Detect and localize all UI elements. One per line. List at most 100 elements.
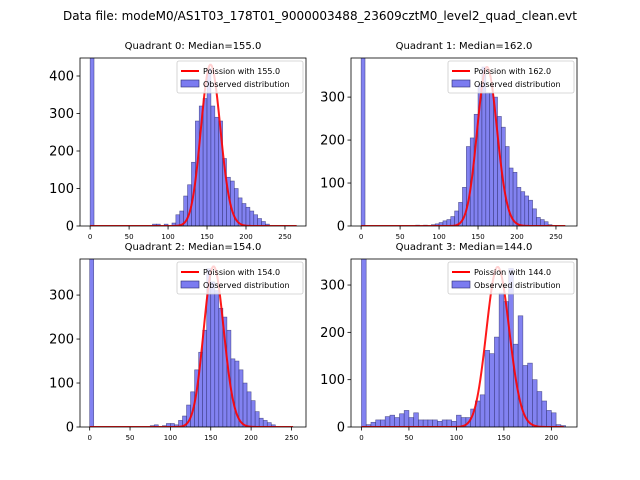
xtick-label: 100	[161, 233, 174, 241]
xtick-label: 0	[87, 434, 91, 442]
histogram-bar	[384, 416, 391, 427]
ytick-label: 100	[320, 373, 345, 388]
histogram-bar	[466, 146, 471, 226]
histogram-bar	[536, 217, 541, 226]
histogram-bar	[394, 417, 400, 427]
histogram-bar	[489, 353, 495, 427]
legend: Poission with 144.0 Observed distribution	[447, 261, 575, 295]
panel-quadrant-3: Quadrant 3: Median=144.0 0 100 200 300 0 50 100…	[320, 242, 578, 442]
histogram-bar	[89, 259, 95, 427]
xtick-label: 250	[285, 434, 298, 442]
ytick-label: 100	[49, 182, 74, 197]
histogram-bar	[489, 92, 494, 226]
ytick-label: 300	[320, 279, 345, 294]
histogram-bar	[532, 208, 537, 226]
ytick-label: 0	[66, 220, 74, 235]
legend-bar-swatch	[451, 280, 471, 289]
histogram-bar	[494, 336, 500, 427]
xtick-label: 50	[404, 434, 413, 442]
xtick-label: 200	[545, 434, 558, 442]
xtick-label: 0	[359, 233, 363, 241]
histogram-bar	[403, 410, 410, 427]
ytick-label: 0	[337, 421, 345, 436]
xtick-label: 100	[432, 233, 445, 241]
poisson-curve	[361, 266, 564, 427]
histogram-bar	[389, 414, 395, 427]
histogram-bar	[241, 203, 247, 226]
poisson-curve	[90, 63, 297, 226]
axes-frame	[350, 258, 578, 428]
xtick-label: 150	[497, 434, 510, 442]
histogram-bar	[210, 105, 216, 226]
histogram-bar	[250, 400, 256, 427]
histogram-bar	[413, 412, 419, 427]
xtick-label: 150	[200, 233, 213, 241]
ytick-label: 300	[49, 107, 74, 122]
ytick-label: 0	[337, 220, 345, 235]
legend-label: Poission with 162.0	[474, 67, 551, 76]
histogram-bar	[245, 206, 251, 226]
panel-title: Quadrant 2: Median=154.0	[125, 242, 262, 253]
histogram-bar	[214, 290, 220, 427]
histogram-bar	[485, 92, 491, 226]
histogram-bar	[175, 214, 181, 226]
legend: Poission with 155.0 Observed distribution	[176, 60, 304, 94]
histogram-bar	[520, 191, 526, 226]
ytick-label: 300	[320, 91, 345, 106]
histogram-bar	[257, 218, 262, 226]
xtick-label: 50	[396, 233, 405, 241]
ytick-label: 200	[49, 333, 74, 348]
histogram-bar	[202, 98, 208, 226]
ytick-label: 300	[49, 289, 74, 304]
legend: Poission with 162.0 Observed distribution	[447, 60, 575, 94]
legend-label: Poission with 154.0	[203, 268, 280, 277]
histogram-bar	[261, 221, 266, 226]
legend-frame	[447, 60, 575, 94]
panel-title: Quadrant 0: Median=155.0	[125, 41, 262, 52]
xtick-label: 150	[204, 434, 217, 442]
legend-label: Observed distribution	[203, 80, 290, 89]
histogram-bar	[528, 199, 533, 226]
ytick-label: 200	[49, 145, 74, 160]
ytick-label: 200	[320, 134, 345, 149]
histogram-bar	[441, 419, 448, 427]
legend-frame	[176, 60, 304, 94]
ytick-label: 200	[320, 326, 345, 341]
legend-frame	[447, 261, 575, 295]
histogram-bar	[498, 292, 505, 427]
xtick-label: 100	[450, 434, 463, 442]
histogram-bar	[422, 419, 429, 427]
histogram-bar	[536, 391, 543, 427]
histogram-bar	[456, 414, 462, 427]
histogram-bar	[360, 58, 366, 226]
histogram-bar	[270, 424, 276, 427]
histogram-bar	[418, 419, 424, 427]
xtick-label: 50	[125, 233, 134, 241]
histogram-bar	[541, 400, 547, 427]
histogram-bar	[202, 329, 208, 427]
histogram-bar	[218, 307, 224, 427]
histogram-bar	[153, 424, 159, 427]
histogram-bar	[450, 216, 455, 226]
legend-label: Observed distribution	[474, 80, 561, 89]
xtick-label: 250	[278, 233, 291, 241]
ytick-label: 400	[49, 70, 74, 85]
xtick-label: 0	[88, 233, 92, 241]
histogram-bar	[546, 410, 552, 427]
xtick-label: 100	[164, 434, 177, 442]
ytick-label: 0	[66, 421, 74, 436]
panel-quadrant-2: Quadrant 2: Median=154.0 0 100 200 300 0 50 100…	[49, 242, 307, 442]
histogram-bar	[516, 187, 522, 226]
histogram-bar	[253, 214, 258, 226]
axes-frame	[79, 258, 307, 428]
histogram-bar	[484, 350, 490, 427]
histogram-bar	[258, 417, 264, 427]
histogram-bar	[249, 210, 255, 226]
histogram-bar	[551, 412, 557, 427]
panel-quadrant-0: Quadrant 0: Median=155.0 0 100 200 300 400 0 50…	[49, 41, 307, 241]
histogram-bar	[479, 394, 486, 427]
histogram-bar	[89, 58, 95, 226]
histogram-bar	[408, 417, 414, 427]
ytick-label: 100	[49, 377, 74, 392]
histogram-bar	[532, 379, 538, 427]
